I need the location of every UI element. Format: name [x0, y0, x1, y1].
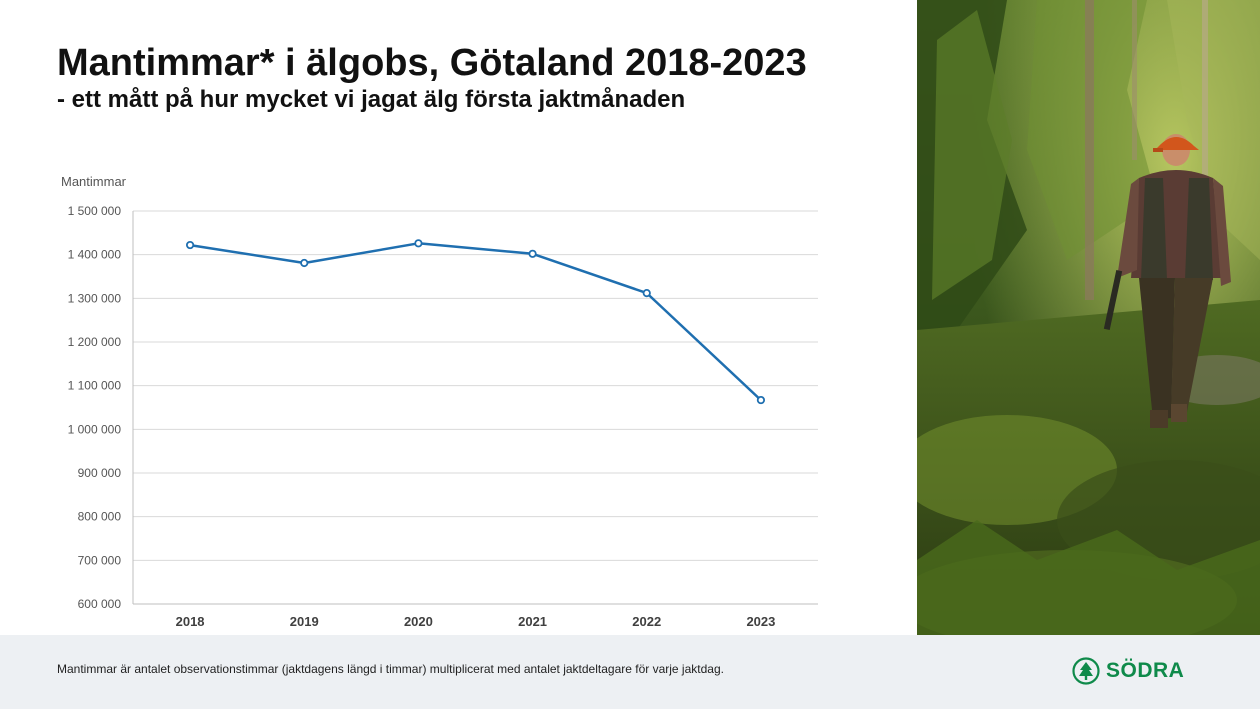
y-tick-label: 1 000 000	[68, 422, 122, 436]
data-point-2020	[414, 239, 423, 248]
y-tick-label: 1 200 000	[68, 335, 122, 349]
data-point-2021	[528, 249, 537, 258]
footnote: Mantimmar är antalet observationstimmar …	[57, 662, 724, 676]
y-tick-label: 1 500 000	[68, 204, 122, 218]
series-line-path	[189, 242, 762, 402]
x-tick-label: 2018	[176, 614, 205, 629]
y-tick-label: 600 000	[78, 597, 122, 611]
sodra-tree-icon	[1072, 657, 1100, 685]
y-tick-label: 1 400 000	[68, 248, 122, 262]
series-line	[189, 242, 762, 402]
sodra-logo: SÖDRA	[1072, 655, 1184, 687]
footer: Mantimmar är antalet observationstimmar …	[0, 635, 1260, 709]
chart-subtitle: - ett mått på hur mycket vi jagat älg fö…	[57, 86, 686, 113]
logo-text: SÖDRA	[1106, 659, 1185, 682]
x-tick-label: 2023	[746, 614, 775, 629]
y-tick-label: 800 000	[78, 510, 122, 524]
y-tick-label: 1 300 000	[68, 291, 122, 305]
x-tick-label: 2020	[404, 614, 433, 629]
gridlines	[132, 210, 818, 605]
line-chart: Mantimmar 600 000 700 000 800 000 900 000 1 …	[61, 174, 818, 629]
data-point-2019	[300, 258, 309, 268]
x-tick-labels: 2018 2019 2020 2021 2022 2023	[176, 614, 776, 629]
x-tick-label: 2022	[632, 614, 661, 629]
y-tick-label: 900 000	[78, 466, 122, 480]
hunter-in-forest-photo	[917, 0, 1260, 635]
data-points	[185, 239, 766, 405]
y-axis-label: Mantimmar	[61, 174, 127, 189]
x-tick-label: 2021	[518, 614, 547, 629]
data-point-2022	[642, 288, 651, 298]
chart-title: Mantimmar* i älgobs, Götaland 2018-2023	[57, 42, 807, 84]
x-tick-label: 2019	[290, 614, 319, 629]
y-tick-label: 700 000	[78, 553, 122, 567]
y-tick-label: 1 100 000	[68, 379, 122, 393]
data-point-2023	[756, 395, 766, 405]
data-point-2018	[185, 240, 195, 250]
y-tick-labels: 600 000 700 000 800 000 900 000 1 000 000 1 1…	[68, 204, 122, 611]
